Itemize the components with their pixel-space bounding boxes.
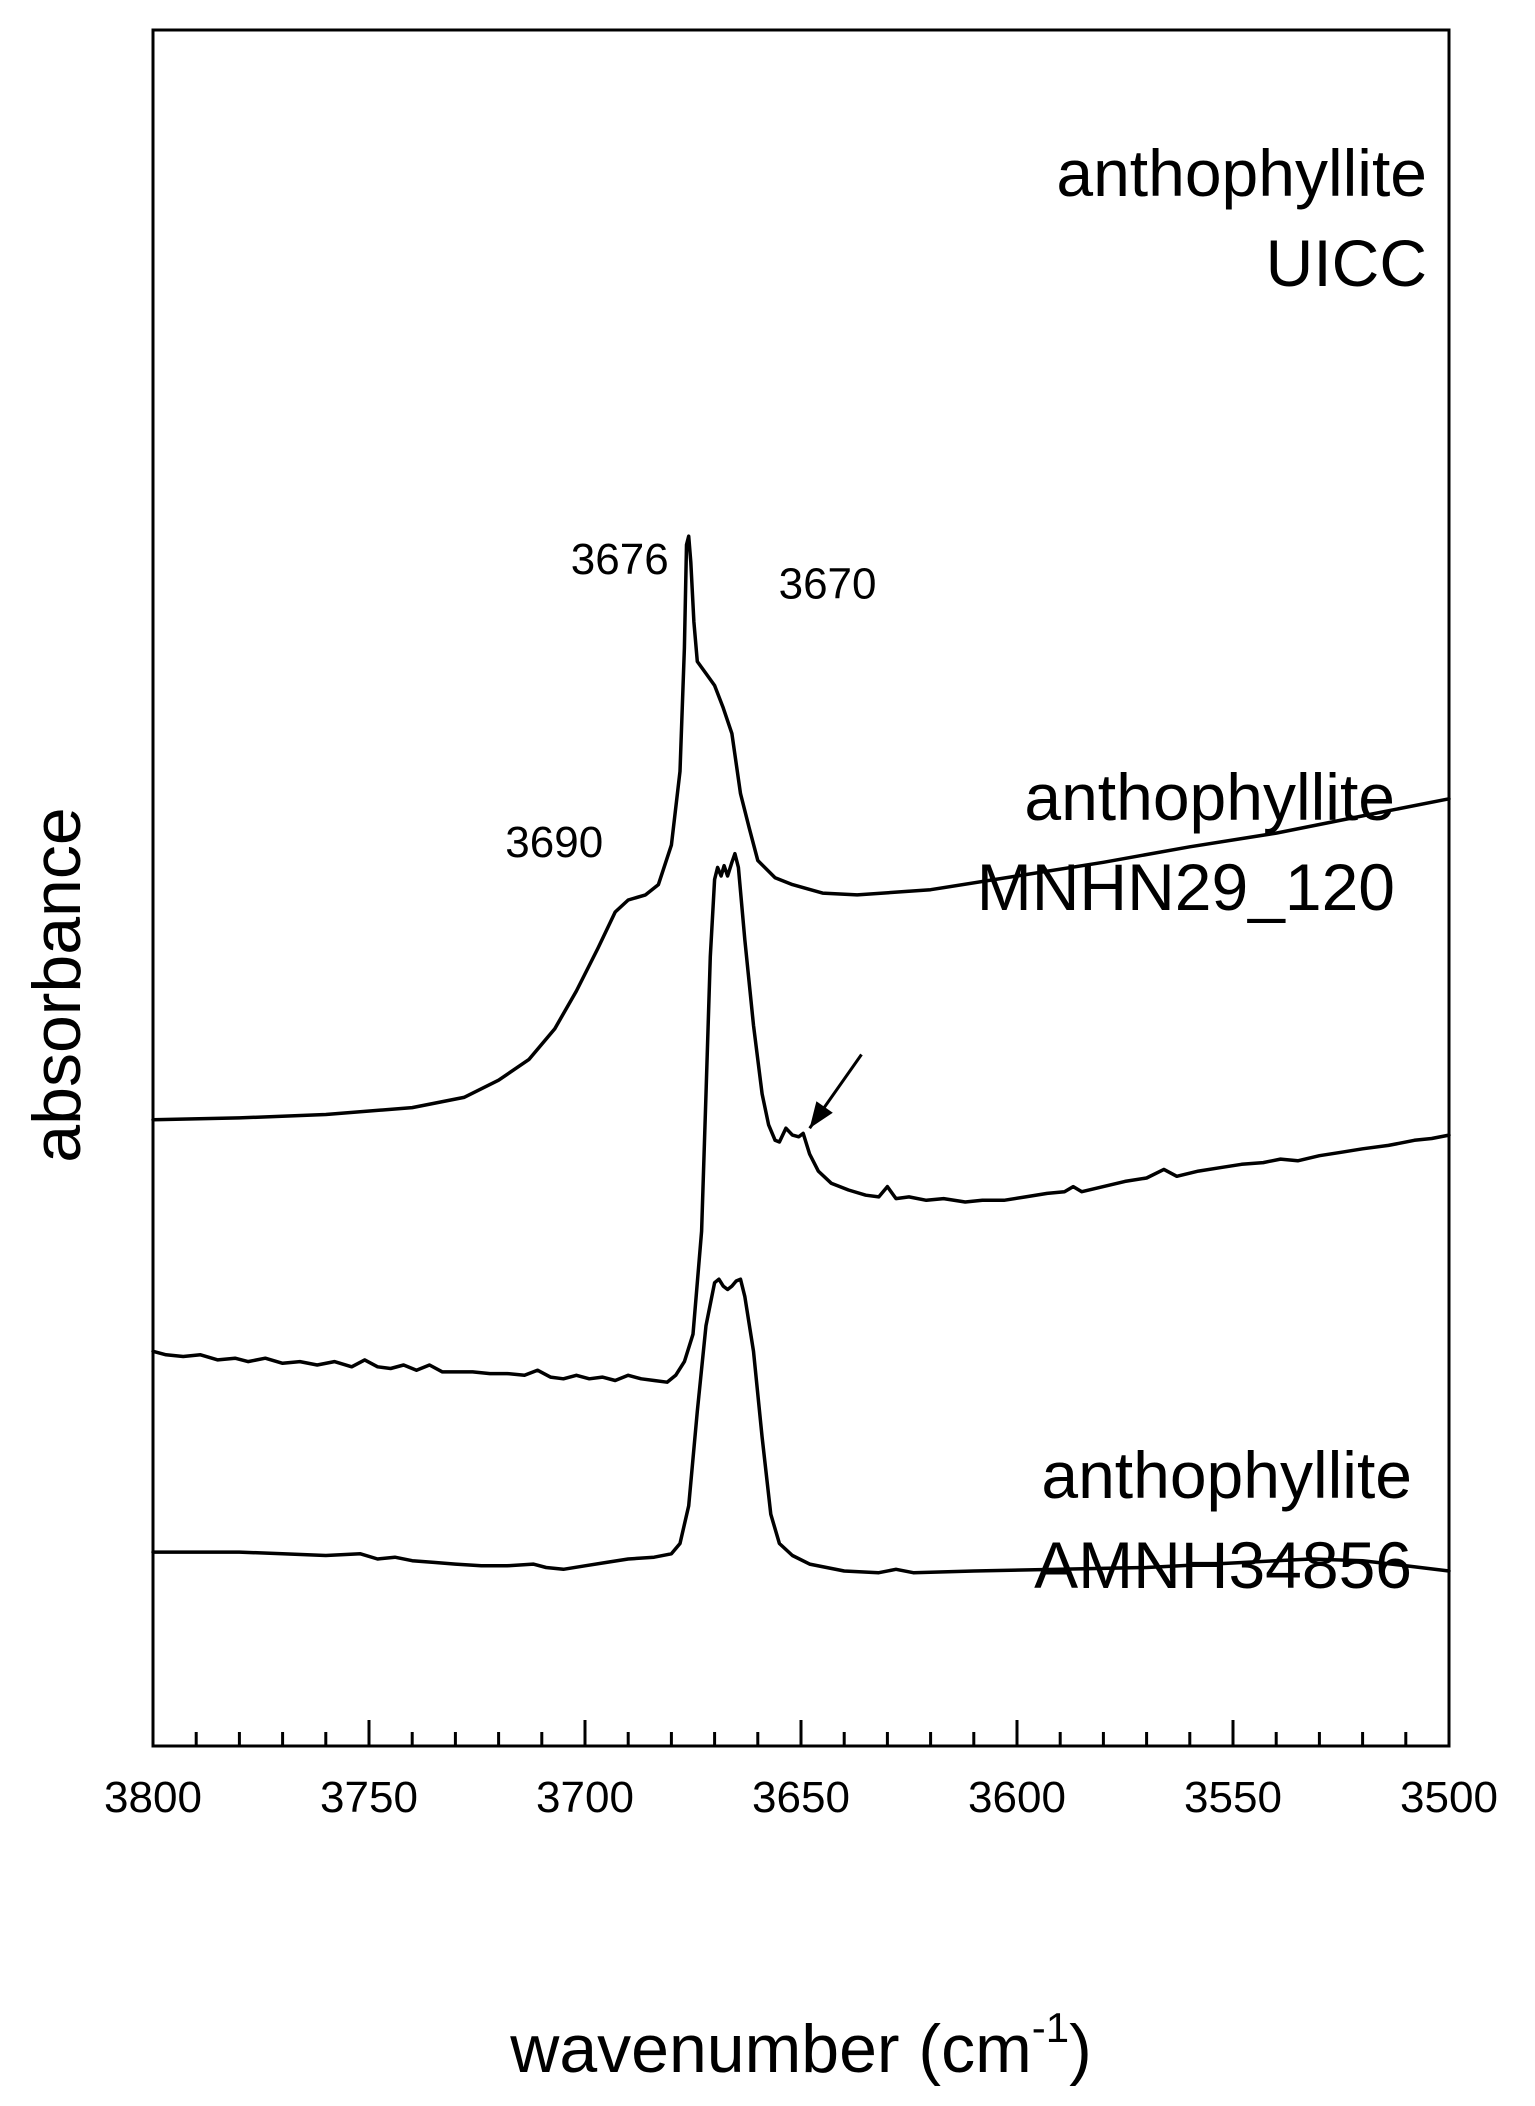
y-axis-title: absorbance: [19, 807, 95, 1162]
series-line-1: [151, 534, 1451, 1122]
series-label-line2-1: UICC: [1266, 226, 1427, 300]
series-layer: [151, 534, 1451, 1575]
annotation-layer: 3676 3670 3690: [505, 535, 877, 1130]
x-axis-title-close: ): [1069, 2011, 1092, 2087]
series-label-line2-2: MNHN29_120: [977, 850, 1395, 924]
x-tick-label: 3750: [320, 1773, 418, 1822]
x-tick-label: 3500: [1400, 1773, 1498, 1822]
x-axis-title-superscript: -1: [1032, 2004, 1069, 2051]
ticks-layer: [194, 1720, 1408, 1746]
series-label-line1-1: anthophyllite: [1056, 136, 1427, 210]
series-label-line2-3: AMNH34856: [1034, 1528, 1412, 1602]
peak-label: 3690: [505, 818, 603, 867]
arrow-head: [809, 1101, 833, 1129]
series-label-line1-3: anthophyllite: [1041, 1438, 1412, 1512]
x-tick-label: 3550: [1184, 1773, 1282, 1822]
peak-label: 3670: [779, 560, 877, 609]
x-tick-label: 3800: [104, 1773, 202, 1822]
peak-label: 3676: [571, 535, 669, 584]
series-label-line1-2: anthophyllite: [1024, 760, 1395, 834]
tick-labels-layer: 3800 3750 3700 3650 3600 3550 3500: [104, 1773, 1498, 1822]
x-tick-label: 3700: [536, 1773, 634, 1822]
series-line-2: [151, 851, 1451, 1384]
series-line-3: [151, 1277, 1451, 1575]
x-axis-title: wavenumber (cm-1): [509, 2004, 1092, 2087]
x-axis-title-main: wavenumber (cm: [509, 2011, 1032, 2087]
x-tick-label: 3600: [968, 1773, 1066, 1822]
x-tick-label: 3650: [752, 1773, 850, 1822]
labels-layer: anthophyllite UICC anthophyllite MNHN29_120…: [977, 136, 1427, 1602]
